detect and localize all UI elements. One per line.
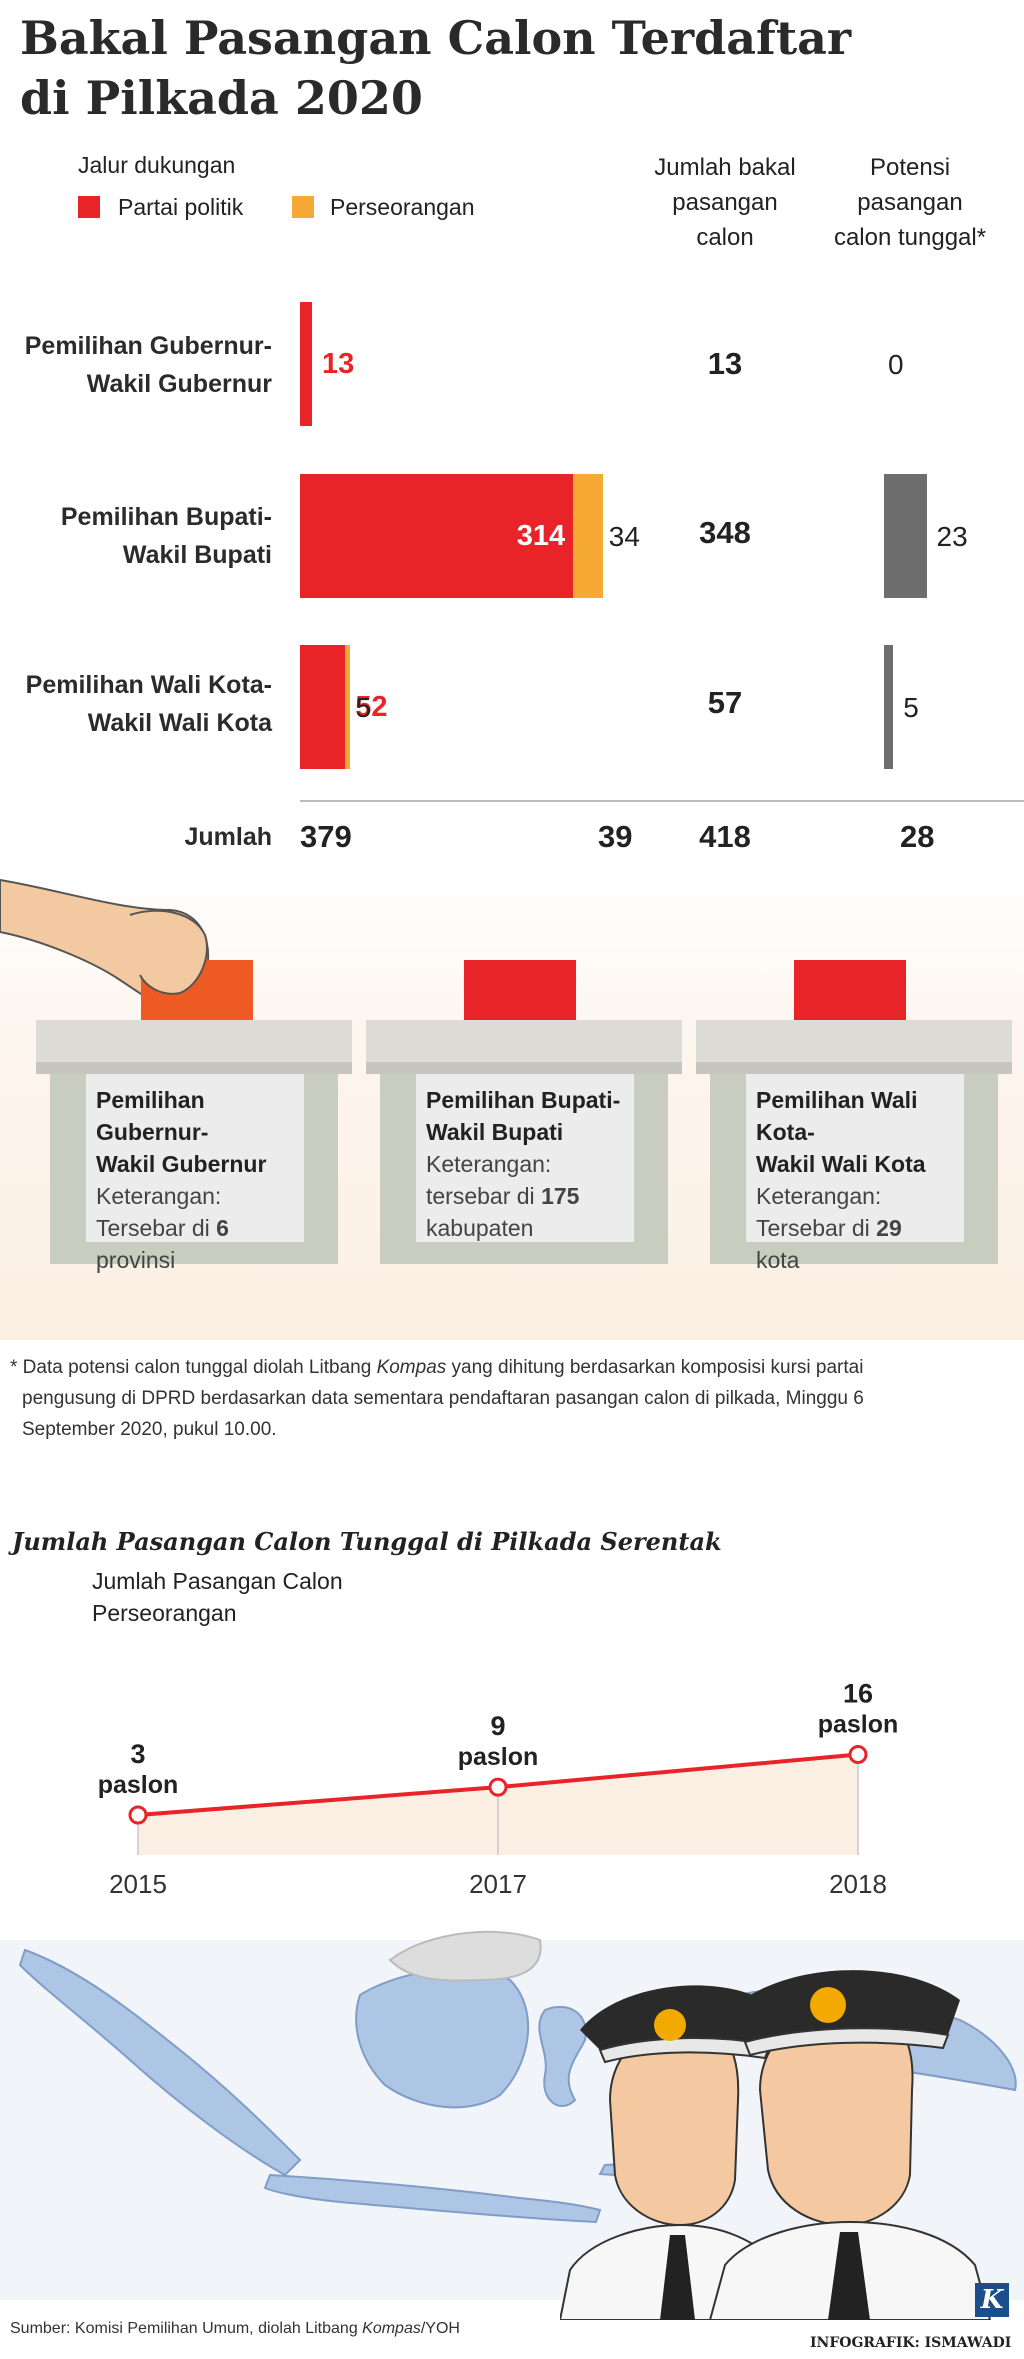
point-unit-2017: paslon [458,1743,539,1771]
column-header-total: Jumlah bakal pasangan calon [654,154,796,251]
ballot-box-slot [696,1062,1012,1074]
bar-label-party-walikota: 52 [355,691,388,723]
x-tick-2015: 2015 [109,1869,167,1899]
ballot-box-lid [36,1020,352,1070]
single-bar-walikota [884,645,894,769]
ballot-box-lid [366,1020,682,1070]
source-note: Sumber: Komisi Pemilihan Umum, diolah Li… [10,2320,460,2337]
ballot-box-slot [36,1062,352,1074]
total-value-gubernur: 13 [707,346,743,381]
total-value-walikota: 57 [707,685,743,720]
point-value-2017: 9 [490,1711,505,1741]
bar-party-gubernur [300,302,312,426]
footnote: * Data potensi calon tunggal diolah Litb… [10,1357,864,1440]
official-right [708,1970,992,2320]
bar-label-party-bupati: 314 [516,520,566,552]
legend-label-independent: Perseorangan [330,194,475,220]
single-value-walikota: 5 [903,692,919,723]
ballot-box-label: Pemilihan Bupati- Wakil Bupati Keteranga… [416,1074,634,1242]
legend-label-party: Partai politik [118,194,244,220]
bar-independent-bupati [573,474,603,598]
totals-label: Jumlah [184,823,272,851]
point-unit-2015: paslon [98,1771,179,1799]
ballot-box-slot [366,1062,682,1074]
bar-party-walikota [300,645,346,769]
x-tick-2018: 2018 [829,1869,887,1899]
bar-label-independent-walikota: 5 [355,692,372,723]
bar-label-party-gubernur: 13 [322,348,355,380]
totals-divider [300,800,1024,802]
x-tick-2017: 2017 [469,1869,527,1899]
column-header-single: Potensi pasangan calon tunggal* [833,154,987,251]
line-chart-ylabel: Jumlah Pasangan Calon Perseorangan [92,1568,343,1626]
single-value-gubernur: 0 [888,349,904,380]
single-value-bupati: 23 [936,521,968,552]
legend-heading: Jalur dukungan [78,152,236,178]
totals-independent: 39 [598,819,633,854]
ballot-box-label: Pemilihan Wali Kota- Wakil Wali Kota Ket… [746,1074,964,1273]
total-value-bupati: 348 [699,515,751,550]
totals-single: 28 [900,819,935,854]
ballot-box-bupati: Pemilihan Bupati- Wakil Bupati Keteranga… [366,950,682,1300]
page-title: Bakal Pasangan Calon Terdaftar di Pilkad… [20,11,852,125]
ballot-box-label: Pemilihan Gubernur- Wakil Gubernur Keter… [86,1074,304,1273]
single-bar-bupati [884,474,927,598]
officials-illustration [560,1970,992,2320]
bar-party-bupati [300,474,574,598]
line-chart-title: Jumlah Pasangan Calon Tunggal di Pilkada… [12,1527,722,1556]
point-2015 [128,1805,148,1825]
hand-fingers-illustration [129,909,208,995]
point-value-2015: 3 [130,1739,145,1769]
row-label-bupati: Pemilihan Bupati- Wakil Bupati [60,503,272,569]
infographic-credit: INFOGRAFIK: ISMAWADI [810,2335,1012,2351]
point-2018 [848,1745,868,1765]
ballot-box-gubernur: Pemilihan Gubernur- Wakil Gubernur Keter… [36,950,352,1300]
totals-all: 418 [699,819,751,854]
legend-swatch-party [78,196,100,218]
row-label-walikota: Pemilihan Wali Kota- Wakil Wali Kota [25,671,272,737]
point-2017 [488,1777,508,1797]
ballot-box-lid [696,1020,1012,1070]
point-unit-2018: paslon [818,1711,899,1739]
ballot-box-walikota: Pemilihan Wali Kota- Wakil Wali Kota Ket… [696,950,1012,1300]
bar-label-independent-bupati: 34 [608,521,640,552]
kompas-logo: K [975,2283,1009,2317]
point-value-2018: 16 [843,1679,873,1709]
bar-independent-walikota [345,645,350,769]
row-label-gubernur: Pemilihan Gubernur- Wakil Gubernur [24,332,272,398]
legend-swatch-independent [292,196,314,218]
totals-party: 379 [300,819,352,854]
